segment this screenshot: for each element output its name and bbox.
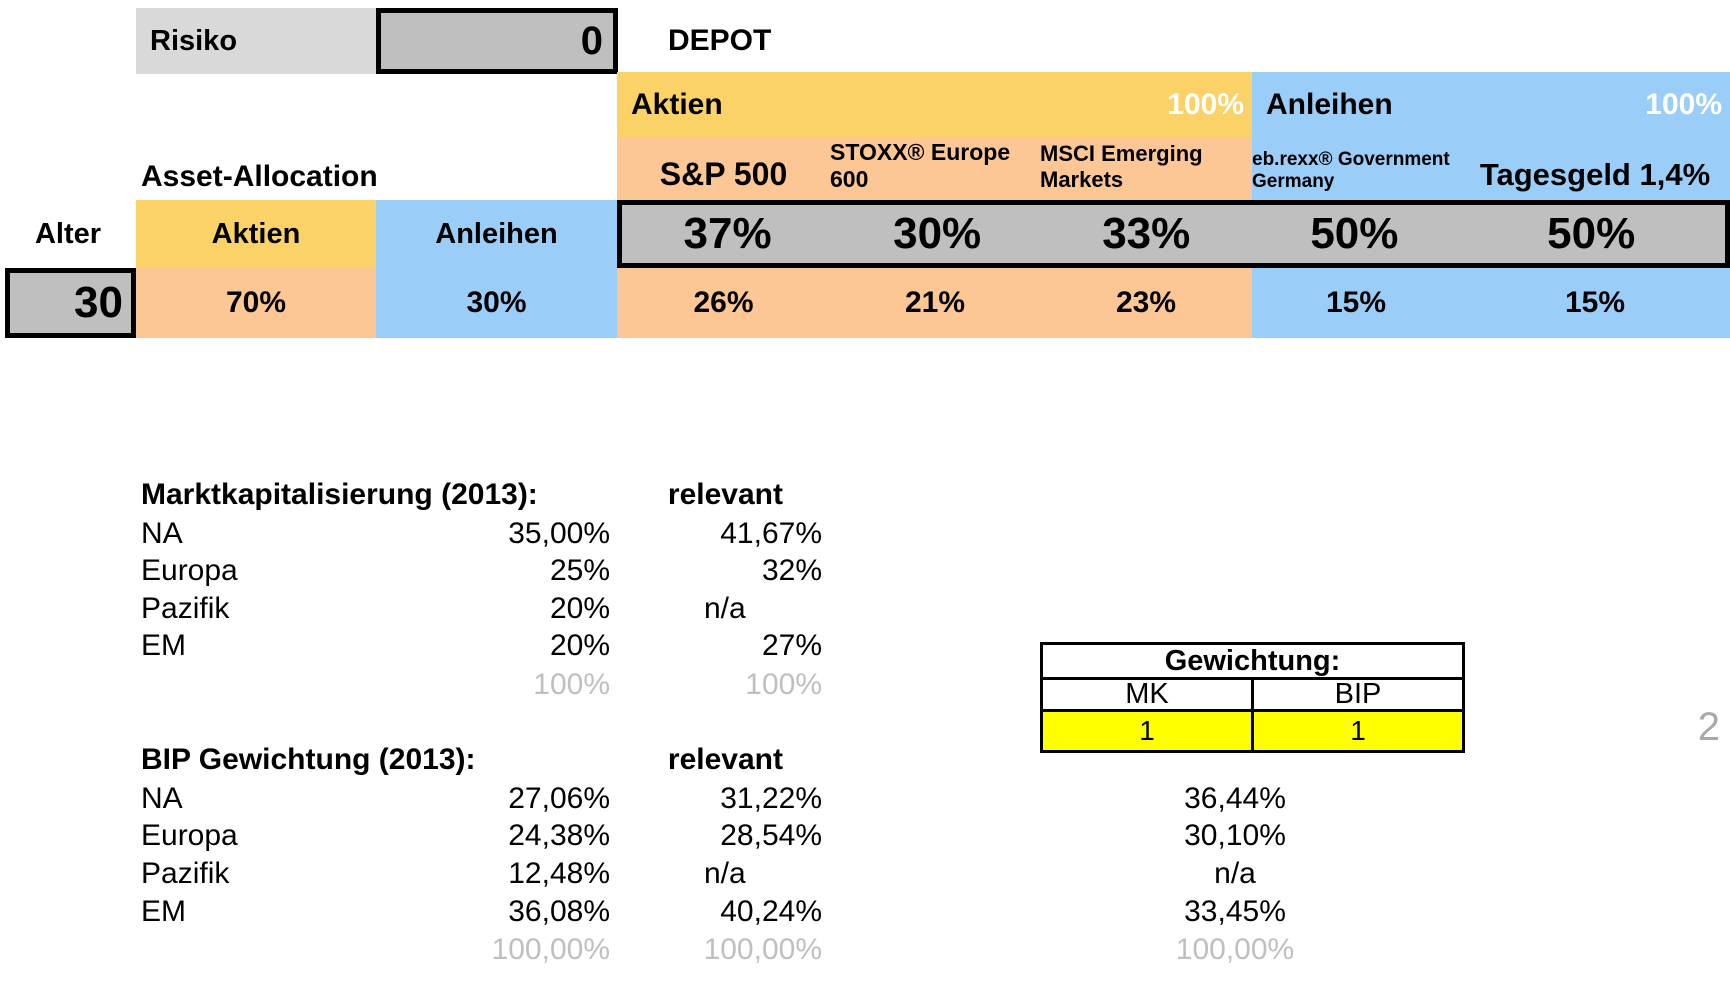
column-header-stoxx: STOXX® Europe 600 — [830, 139, 1011, 192]
current-cell-sp500: 26% — [693, 286, 754, 319]
bip-sum-row: 100,00% 100,00% — [491, 933, 822, 966]
target-cell-tagesgeld: 50% — [1547, 209, 1636, 258]
asset-allocation-title: Asset-Allocation — [141, 160, 378, 193]
market-cap-sum-row: 100% 100% — [533, 668, 822, 701]
target-cell-sp500: 37% — [683, 209, 772, 258]
bip-row-em: EM 36,08% 40,24% — [141, 895, 822, 928]
current-row-aktien-strip — [617, 268, 1252, 338]
combined-value-em: 33,45% — [1184, 895, 1286, 928]
anleihen-group-label: Anleihen — [1266, 88, 1393, 121]
market-cap-header-row: Marktkapitalisierung (2013): relevant — [141, 478, 822, 516]
current-cell-msci: 23% — [1115, 286, 1177, 319]
current-row-anleihen-strip — [1252, 268, 1730, 338]
anleihen-group-header: Anleihen 100% — [1252, 72, 1730, 138]
alter-input-cell[interactable]: 30 — [5, 268, 136, 338]
column-header-tagesgeld: Tagesgeld 1,4% — [1479, 157, 1711, 192]
market-cap-row-na: NA 35,00% 41,67% — [141, 517, 822, 550]
aktien-group-header: Aktien 100% — [617, 72, 1252, 138]
risiko-value: 0 — [580, 18, 603, 63]
gewichtung-title-row: Gewichtung: — [1043, 645, 1462, 680]
bip-row-na: NA 27,06% 31,22% — [141, 782, 822, 815]
alter-value: 30 — [74, 278, 123, 327]
gewichtung-col-bip: BIP — [1251, 678, 1462, 710]
risiko-label: Risiko — [150, 24, 238, 57]
gewichtung-value-row: 1 1 — [1043, 712, 1462, 750]
depot-title: DEPOT — [668, 24, 772, 57]
bip-title: BIP Gewichtung (2013): — [141, 743, 476, 776]
risiko-input-cell[interactable]: 0 — [376, 8, 618, 74]
target-cell-ebrexx: 50% — [1310, 209, 1399, 258]
allocation-aktien-header: Aktien — [136, 200, 376, 268]
current-cell-stoxx: 21% — [904, 286, 966, 319]
column-header-ebrexx: eb.rexx® Government Germany — [1252, 149, 1450, 192]
gewichtung-mk-input-cell[interactable]: 1 — [1139, 715, 1155, 746]
bip-relevant-label: relevant — [667, 743, 783, 776]
gewichtung-col-header-row: MK BIP — [1043, 678, 1462, 712]
combined-value-europa: 30,10% — [1184, 819, 1286, 852]
alter-label: Alter — [34, 217, 102, 250]
market-cap-row-em: EM 20% 27% — [141, 629, 822, 662]
aktien-subheader-strip — [617, 138, 1252, 200]
column-header-msci: MSCI Emerging Markets — [1040, 141, 1203, 192]
aktien-group-label: Aktien — [631, 88, 723, 121]
combined-sum: 100,00% — [1175, 933, 1295, 966]
page-number: 2 — [1697, 705, 1720, 749]
depot-current-row: 26% 21% 23% 15% 15% — [617, 268, 1730, 338]
bip-row-europa: Europa 24,38% 28,54% — [141, 819, 822, 852]
combined-value-pazifik: n/a — [1214, 857, 1256, 890]
gewichtung-col-mk: MK — [1125, 678, 1169, 710]
bip-row-pazifik: Pazifik 12,48% n/a — [141, 857, 746, 890]
depot-target-row: 37% 30% 33% 50% 50% — [617, 200, 1730, 268]
allocation-aktien-value: 70% — [136, 268, 376, 338]
bip-header-row: BIP Gewichtung (2013): relevant — [141, 743, 822, 781]
target-cell-stoxx: 30% — [893, 209, 982, 258]
column-header-sp500: S&P 500 — [659, 156, 788, 192]
anleihen-subheader-strip — [1252, 138, 1730, 200]
current-cell-tagesgeld: 15% — [1564, 286, 1626, 319]
current-cell-ebrexx: 15% — [1325, 286, 1387, 319]
combined-value-na: 36,44% — [1184, 782, 1286, 815]
risiko-label-cell: Risiko — [136, 8, 376, 74]
allocation-anleihen-value: 30% — [376, 268, 617, 338]
market-cap-row-europa: Europa 25% 32% — [141, 554, 822, 587]
anleihen-group-total: 100% — [1645, 88, 1722, 121]
market-cap-relevant-label: relevant — [667, 478, 783, 511]
allocation-anleihen-header: Anleihen — [376, 200, 617, 268]
gewichtung-bip-input-cell[interactable]: 1 — [1251, 712, 1462, 750]
target-cell-msci: 33% — [1102, 209, 1191, 258]
market-cap-row-pazifik: Pazifik 20% n/a — [141, 592, 746, 625]
gewichtung-table: Gewichtung: MK BIP 1 1 — [1040, 642, 1465, 753]
aktien-group-total: 100% — [1167, 88, 1244, 121]
market-cap-title: Marktkapitalisierung (2013): — [141, 478, 538, 511]
